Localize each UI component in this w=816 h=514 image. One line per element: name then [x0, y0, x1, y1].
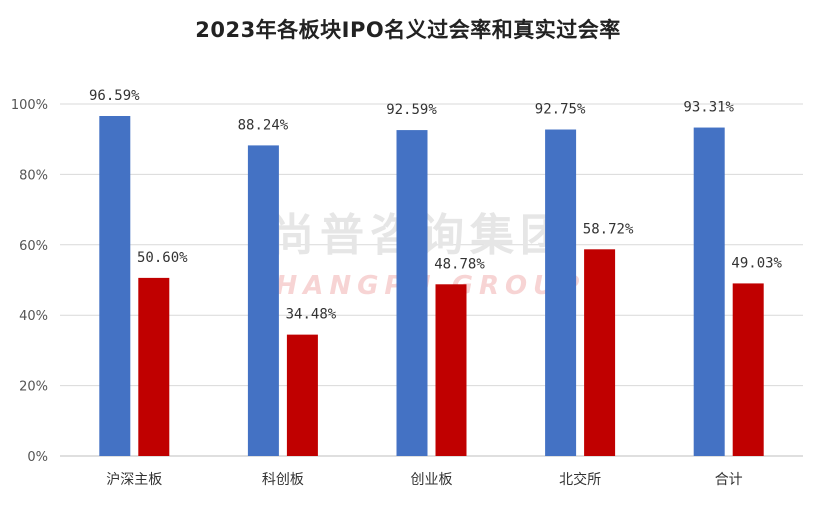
- chart-title: 2023年各板块IPO名义过会率和真实过会率: [195, 18, 621, 42]
- bar: [99, 116, 131, 456]
- data-label: 50.60%: [137, 250, 188, 266]
- category-label: 北交所: [559, 471, 601, 488]
- data-labels: 96.59% 50.60% 88.24% 34.48% 92.59% 48.78% 92.7…: [89, 88, 783, 323]
- y-axis: 0% 20% 40% 60% 80% 100%: [11, 98, 48, 465]
- data-label: 92.59%: [386, 102, 437, 118]
- data-label: 92.75%: [535, 102, 586, 118]
- data-label: 88.24%: [238, 117, 289, 133]
- data-label: 58.72%: [583, 221, 634, 237]
- data-label: 48.78%: [434, 256, 485, 272]
- category-label: 合计: [715, 472, 743, 488]
- bars: [99, 116, 764, 457]
- y-tick-label: 20%: [19, 380, 48, 395]
- y-tick-label: 40%: [19, 309, 48, 324]
- category-label: 沪深主板: [106, 472, 162, 488]
- bar: [545, 129, 577, 456]
- y-tick-label: 60%: [19, 239, 48, 254]
- bar: [396, 130, 428, 457]
- bar: [138, 277, 170, 456]
- bar: [732, 283, 764, 456]
- bar: [693, 127, 725, 456]
- data-label: 34.48%: [286, 307, 337, 323]
- bar: [286, 334, 318, 456]
- x-axis: 沪深主板 科创板 创业板 北交所 合计: [106, 471, 742, 488]
- data-label: 96.59%: [89, 88, 140, 104]
- bar: [584, 249, 616, 456]
- y-tick-label: 0%: [27, 450, 48, 465]
- y-tick-label: 100%: [11, 98, 48, 113]
- data-label: 93.31%: [683, 100, 734, 116]
- y-tick-label: 80%: [19, 168, 48, 183]
- gridlines: [60, 103, 803, 457]
- category-label: 科创板: [262, 472, 304, 488]
- data-label: 49.03%: [731, 255, 782, 271]
- bar: [247, 145, 279, 456]
- category-label: 创业板: [411, 472, 453, 488]
- bar: [435, 284, 467, 456]
